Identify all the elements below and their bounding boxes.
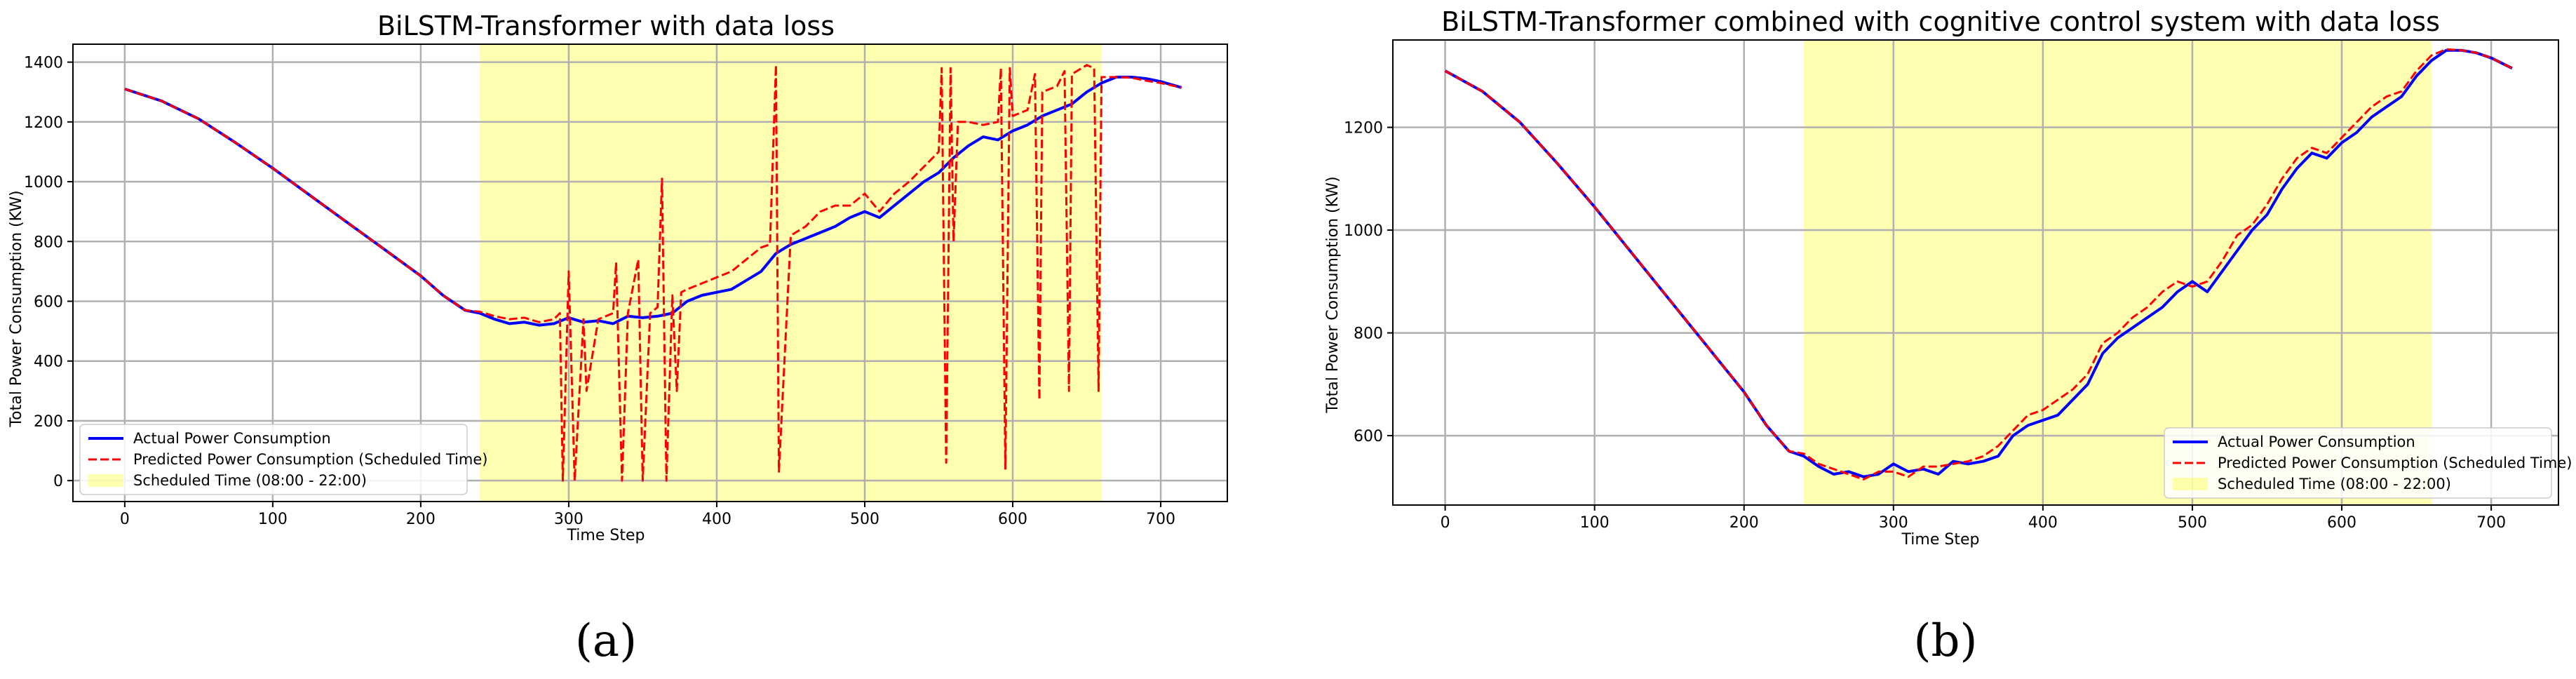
chart-a-ytick-3: 600 (34, 293, 63, 311)
chart-b-legend-swatch-scheduled (2173, 478, 2208, 490)
chart-b-ytick-1: 800 (1354, 325, 1383, 343)
chart-a-xtick-1: 100 (258, 511, 288, 528)
chart-a-legend-box (79, 424, 468, 495)
chart-a-xtick-7: 700 (1146, 511, 1175, 528)
chart-a-ytick-1: 200 (34, 413, 63, 431)
chart-a-legend-label-0: Actual Power Consumption (133, 430, 331, 447)
chart-b-legend: Actual Power Consumption Predicted Power … (2164, 427, 2572, 499)
chart-b-xtick-2: 200 (1729, 514, 1759, 532)
chart-a-xtick-4: 400 (702, 511, 731, 528)
chart-a-axes-frame (72, 43, 1228, 502)
chart-a-legend: Actual Power Consumption Predicted Power … (79, 424, 487, 495)
chart-a-ytick-7: 1400 (24, 55, 63, 72)
chart-b-xtick-4: 400 (2028, 514, 2058, 532)
chart-b-xtick-7: 700 (2476, 514, 2506, 532)
chart-a-legend-label-2: Scheduled Time (08:00 - 22:00) (133, 472, 367, 489)
chart-b-ytick-3: 1200 (1344, 120, 1383, 137)
chart-b-legend-label-1: Predicted Power Consumption (Scheduled T… (2218, 455, 2572, 471)
chart-a-ytick-5: 1000 (24, 174, 63, 191)
chart-a-ytick-2: 400 (34, 354, 63, 371)
chart-a-xlabel: Time Step (567, 527, 645, 544)
chart-b-xlabel: Time Step (1901, 531, 1980, 549)
chart-b-title: BiLSTM-Transformer combined with cogniti… (1441, 6, 2440, 37)
chart-b-axes-frame (1392, 39, 2559, 506)
chart-a-xtick-3: 300 (554, 511, 584, 528)
chart-b-ylabel: Total Power Consumption (KW) (1324, 176, 1342, 413)
chart-a-ylabel: Total Power Consumption (KW) (8, 190, 25, 427)
chart-b-xtick-5: 500 (2178, 514, 2207, 532)
chart-b-legend-box (2164, 427, 2552, 499)
chart-a-legend-label-1: Predicted Power Consumption (Scheduled T… (133, 451, 487, 468)
chart-a-ytick-0: 0 (53, 473, 63, 490)
panel-label-a: (a) (575, 615, 637, 667)
chart-b-xtick-1: 100 (1580, 514, 1610, 532)
chart-a-legend-swatch-scheduled (88, 474, 123, 487)
chart-a-ytick-4: 800 (34, 234, 63, 251)
chart-b-xtick-0: 0 (1441, 514, 1450, 532)
chart-a: BiLSTM-Transformer with data loss Time S… (8, 11, 1228, 667)
chart-b: BiLSTM-Transformer combined with cogniti… (1324, 6, 2572, 667)
panel-label-b: (b) (1914, 615, 1978, 667)
chart-b-ytick-0: 600 (1354, 428, 1383, 445)
chart-b-predicted-line (1444, 48, 2513, 480)
chart-a-ytick-6: 1200 (24, 114, 63, 132)
chart-a-title: BiLSTM-Transformer with data loss (377, 11, 835, 41)
chart-a-xtick-6: 600 (998, 511, 1027, 528)
chart-a-xtick-0: 0 (120, 511, 130, 528)
chart-b-xtick-3: 300 (1879, 514, 1908, 532)
chart-b-ytick-2: 1000 (1344, 222, 1383, 240)
chart-b-legend-label-2: Scheduled Time (08:00 - 22:00) (2218, 476, 2451, 492)
chart-b-xtick-6: 600 (2327, 514, 2356, 532)
chart-a-xtick-2: 200 (406, 511, 436, 528)
chart-a-predicted-line (124, 64, 1182, 482)
chart-b-legend-label-0: Actual Power Consumption (2218, 433, 2415, 450)
chart-a-xtick-5: 500 (850, 511, 879, 528)
